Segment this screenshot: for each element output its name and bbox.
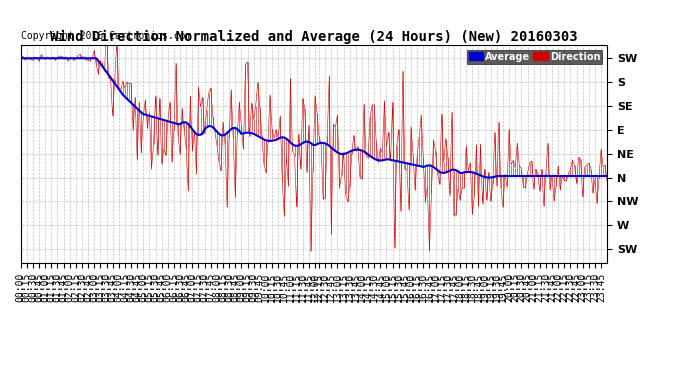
Title: Wind Direction Normalized and Average (24 Hours) (New) 20160303: Wind Direction Normalized and Average (2… (50, 30, 578, 44)
Text: Copyright 2016 Cartronics.com: Copyright 2016 Cartronics.com (21, 31, 191, 40)
Legend: Average, Direction: Average, Direction (467, 50, 602, 64)
